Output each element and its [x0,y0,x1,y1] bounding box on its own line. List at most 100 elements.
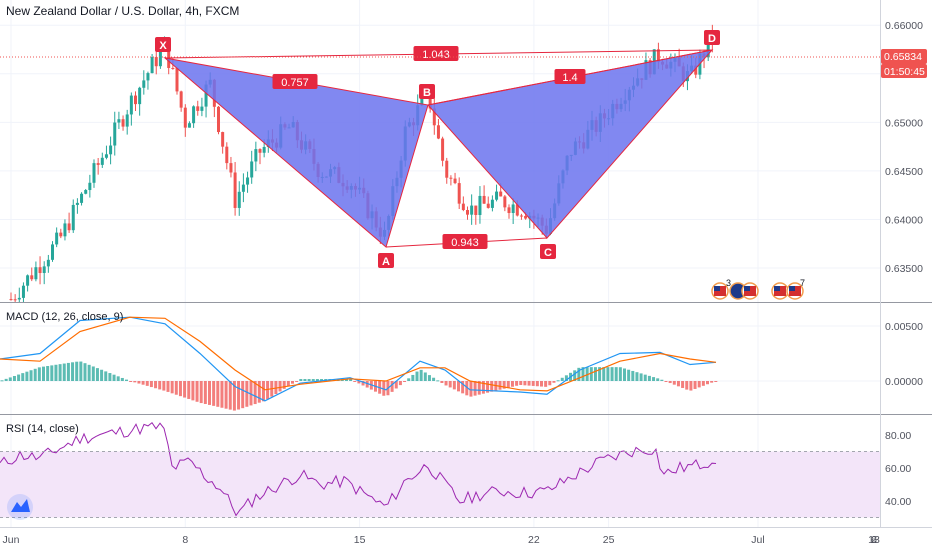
macd-histogram-bar [639,373,643,381]
macd-histogram-bar [50,365,54,381]
candle-body [486,203,490,208]
macd-histogram-bar [627,369,631,381]
candle-body [167,38,171,68]
macd-histogram-bar [440,381,444,383]
time-tick-label: Jul [751,534,764,546]
macd-histogram-bar [33,368,37,381]
candle-body [129,95,133,115]
tradingview-logo[interactable] [7,494,33,520]
macd-histogram-bar [12,375,16,381]
candle-body [507,207,511,214]
macd-tick-label: 0.00000 [885,376,923,388]
candle-body [179,91,183,108]
macd-histogram-bar [253,381,257,405]
macd-histogram-bar [706,381,709,385]
macd-histogram-bar [315,379,319,381]
macd-histogram-bar [257,381,261,403]
rsi-band [0,451,880,518]
candle-body [175,68,179,92]
macd-histogram-bar [4,378,8,381]
candle-body [125,114,129,127]
macd-histogram-bar [403,381,407,382]
event-count: 3 [726,278,731,288]
candle-body [26,275,30,286]
candle-body [432,108,436,126]
candle-body [706,34,710,58]
macd-histogram-bar [585,367,589,381]
macd-histogram-bar [195,381,199,402]
rsi-label: RSI (14, close) [6,423,79,435]
event-count: 7 [800,278,805,288]
macd-histogram-bar [701,381,705,386]
macd-histogram-bar [349,379,353,381]
macd-histogram-bar [166,381,170,392]
candle-body [217,106,220,133]
candle-body [656,49,660,62]
time-tick-label: Jun [3,534,20,546]
macd-histogram-bar [602,367,606,381]
macd-histogram-bar [29,370,33,381]
candle-body [80,193,84,203]
macd-histogram-bar [473,381,477,396]
macd-histogram-bar [25,371,29,381]
macd-histogram-bar [515,381,519,386]
candle-body [138,87,142,105]
candle-body [21,285,25,298]
time-tick-label: 15 [354,534,366,546]
macd-histogram-bar [37,367,41,381]
candle-body [84,190,88,194]
candle-body [183,107,187,128]
pattern-point-label: B [423,87,431,99]
price-tick-label: 0.65000 [885,117,923,129]
macd-histogram-bar [79,361,83,381]
candle-body [88,182,92,191]
macd-histogram-bar [444,381,448,386]
event-badge-group-1[interactable]: 3 [711,278,759,300]
event-badge-group-2[interactable]: 7 [771,278,805,300]
harmonic-pattern[interactable]: X A B C D 0.757 1.043 0.943 1.4 [155,30,720,268]
candle-body [146,73,150,81]
macd-histogram-bar [216,381,220,407]
macd-histogram-bar [448,381,452,388]
macd-histogram-bar [523,381,527,386]
candle-body [92,163,96,183]
candle-body [474,205,478,215]
macd-histogram-bar [486,381,490,393]
logo-icon [11,499,30,512]
chart-title: New Zealand Dollar / U.S. Dollar, 4h, FX… [6,4,239,18]
macd-histogram-bar [183,381,187,398]
candle-body [121,119,125,127]
candle-body [63,223,67,237]
macd-histogram-bar [527,381,531,386]
macd-histogram-bar [108,373,112,381]
macd-histogram-bar [573,370,577,381]
macd-histogram-bar [154,381,158,389]
macd-tick-label: 0.00500 [885,321,923,333]
time-tick-label: 25 [603,534,615,546]
macd-histogram-bar [232,381,236,411]
macd-histogram-bar [125,379,128,381]
macd-histogram-bar [510,381,514,387]
macd-histogram-bar [614,367,618,381]
macd-histogram-bar [120,377,124,381]
macd-histogram-bar [685,381,689,390]
candle-body [142,80,146,88]
macd-histogram-bar [295,381,299,382]
candle-body [478,195,482,215]
candle-body [13,299,17,301]
macd-histogram-bar [170,381,174,394]
macd-histogram-bar [548,381,552,386]
macd-histogram-bar [311,379,315,381]
macd-histogram-bar [697,381,701,388]
candle-body [490,199,494,208]
macd-histogram-bar [643,374,647,381]
macd-histogram-bar [427,375,431,381]
macd-histogram-bar [21,373,25,381]
candle-body [246,177,250,185]
price-tick-label: 0.64000 [885,214,923,226]
macd-histogram-bar [62,363,66,381]
candle-body [250,161,254,178]
macd-histogram-bar [320,379,324,381]
